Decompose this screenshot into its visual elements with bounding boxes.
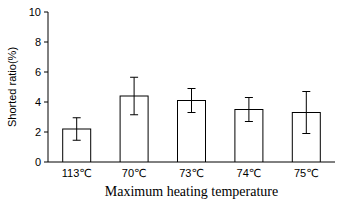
x-tick-label: 113℃ — [62, 167, 92, 179]
y-tick-label: 2 — [35, 126, 41, 138]
error-bar — [76, 118, 77, 141]
error-cap — [130, 114, 138, 115]
error-cap — [245, 97, 253, 98]
error-cap — [73, 140, 81, 141]
error-cap — [130, 77, 138, 78]
error-bar — [306, 92, 307, 134]
error-cap — [188, 88, 196, 89]
x-axis-label: Maximum heating temperature — [105, 184, 278, 199]
y-tick-label: 8 — [35, 36, 41, 48]
y-tick-label: 0 — [35, 156, 41, 168]
y-tick-label: 10 — [29, 6, 41, 18]
chart-svg: 0 2 4 6 8 10 113℃ 70℃ 73℃ 74℃ 75℃ Shorted ratio(%) M… — [0, 0, 350, 210]
error-cap — [302, 133, 310, 134]
y-tick — [44, 162, 48, 163]
x-tick-label: 74℃ — [237, 167, 262, 179]
y-tick — [44, 132, 48, 133]
error-cap — [188, 112, 196, 113]
x-tick-label: 73℃ — [179, 167, 204, 179]
y-tick — [44, 42, 48, 43]
y-axis-label: Shorted ratio(%) — [6, 47, 18, 127]
y-tick — [44, 12, 48, 13]
error-cap — [302, 91, 310, 92]
y-tick — [44, 102, 48, 103]
x-tick-label: 75℃ — [294, 167, 319, 179]
error-bar — [248, 98, 249, 122]
chart-container: 0 2 4 6 8 10 113℃ 70℃ 73℃ 74℃ 75℃ Shorted ratio(%) M… — [0, 0, 350, 210]
y-axis-line — [48, 12, 49, 162]
y-tick — [44, 72, 48, 73]
error-bar — [191, 89, 192, 113]
error-cap — [245, 121, 253, 122]
y-tick-label: 4 — [35, 96, 41, 108]
plot-marks — [63, 77, 321, 162]
error-cap — [73, 117, 81, 118]
error-bar — [134, 77, 135, 115]
y-tick-label: 6 — [35, 66, 41, 78]
x-tick-label: 70℃ — [122, 167, 147, 179]
